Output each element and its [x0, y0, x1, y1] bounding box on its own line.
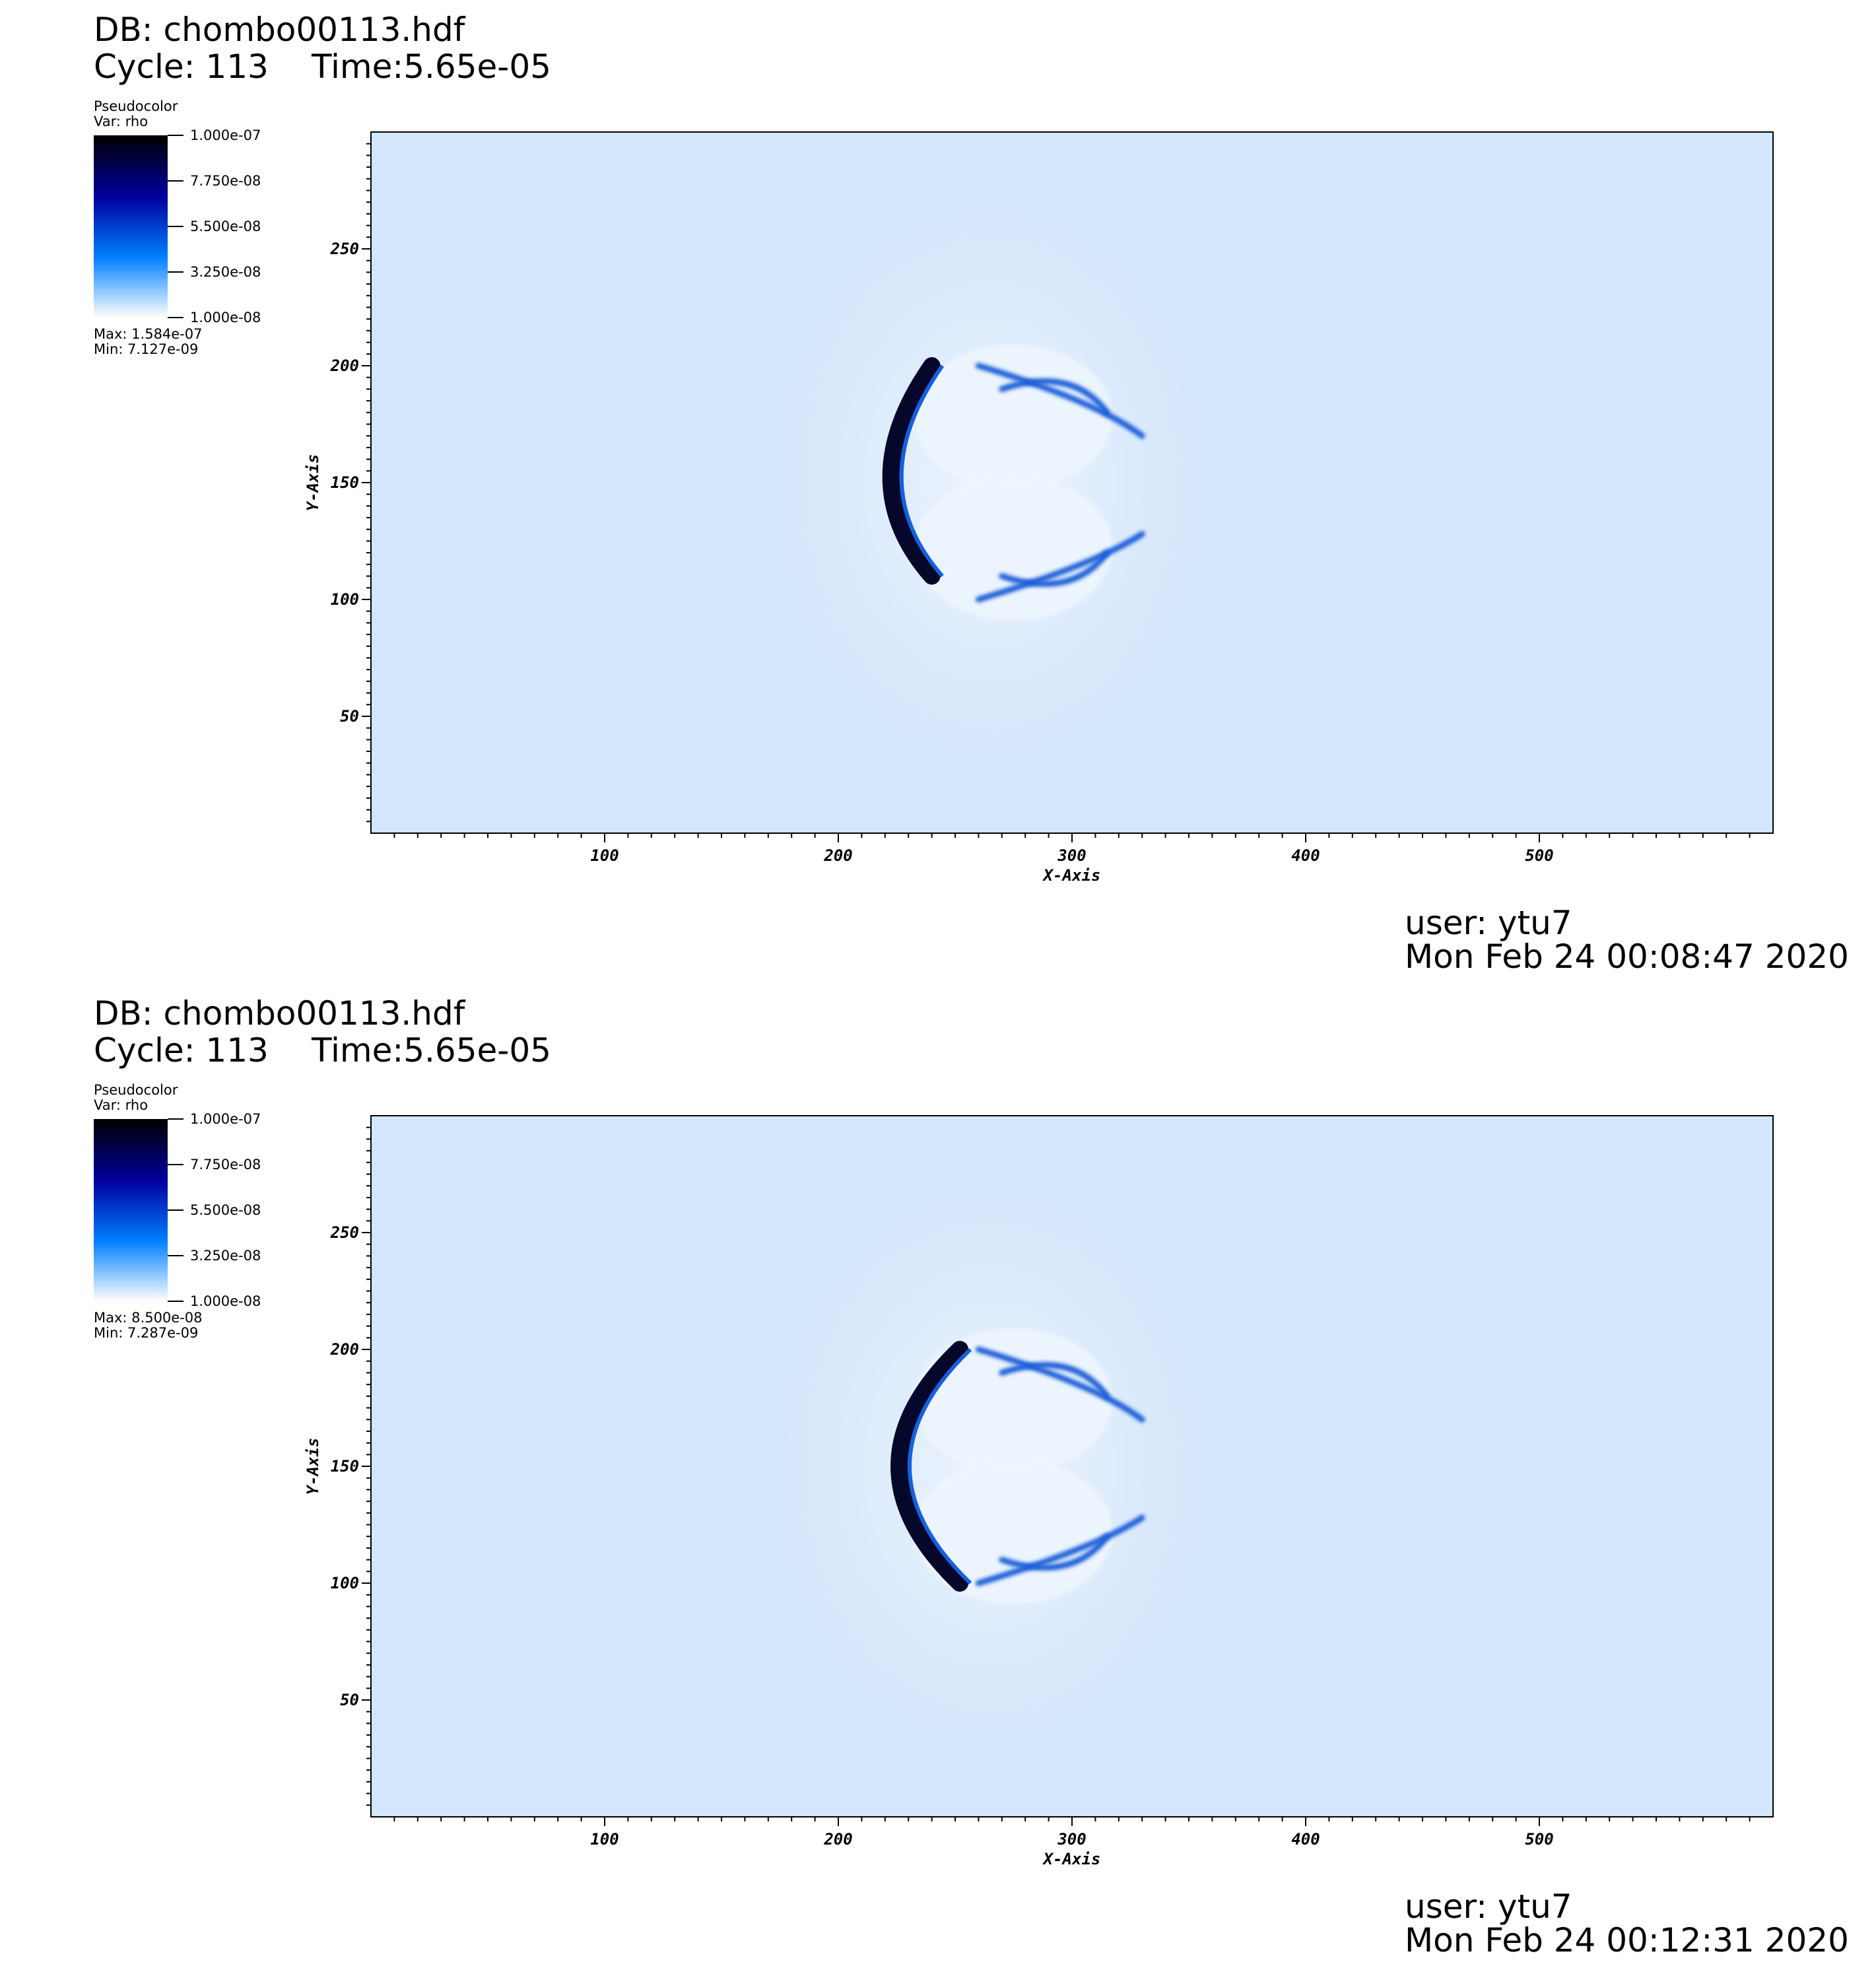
- y-tick-label: 150: [331, 473, 359, 492]
- date-label: Mon Feb 24 00:12:31 2020: [1405, 1921, 1849, 1959]
- y-tick-label: 50: [340, 1691, 359, 1709]
- x-tick-label: 300: [1057, 1830, 1086, 1849]
- colorbar-label: 3.250e-08: [190, 1248, 261, 1264]
- vortex-trail: [975, 362, 1145, 439]
- vortex-trail: [975, 1346, 1145, 1423]
- colorbar-label: 1.000e-08: [190, 310, 261, 325]
- legend-variable: Var: rho: [94, 114, 149, 129]
- cycle-label: Cycle: 113 Time:5.65e-05: [94, 1031, 551, 1070]
- y-tick-label: 150: [331, 1457, 359, 1476]
- x-tick-label: 200: [823, 1830, 852, 1849]
- y-axis-title: Y-Axis: [304, 1438, 322, 1495]
- shock-front-edge: [899, 364, 945, 578]
- x-tick-label: 100: [590, 846, 619, 865]
- x-axis-title: X-Axis: [1042, 1850, 1101, 1868]
- legend-variable: Var: rho: [94, 1097, 149, 1113]
- colorbar-label: 1.000e-07: [190, 127, 261, 143]
- x-tick-label: 200: [823, 846, 852, 865]
- pseudocolor-legend: Pseudocolor Var: rho 1.000e-07 7.750e-08…: [94, 1083, 292, 1347]
- heatmap-plot: 100 200 300 400 500 50 100 150 200 250 X-Axis Y-Axi…: [304, 131, 1774, 885]
- colorbar: [94, 135, 168, 318]
- colorbar-tick: [168, 317, 184, 318]
- legend-title: Pseudocolor: [94, 1082, 178, 1098]
- user-label: user: ytu7: [1405, 904, 1572, 942]
- colorbar-label: 1.000e-07: [190, 1111, 261, 1127]
- vortex-trail: [975, 531, 1145, 603]
- plot-area: 100 200 300 400 500 50 100 150 200 250 X-Axis Y-Axi…: [277, 1089, 1822, 1908]
- x-tick-label: 400: [1291, 846, 1320, 865]
- colorbar: [94, 1119, 168, 1301]
- vortex-trail: [999, 1362, 1110, 1400]
- colorbar-label: 1.000e-08: [190, 1293, 261, 1309]
- date-label: Mon Feb 24 00:08:47 2020: [1405, 937, 1849, 976]
- y-tick-label: 200: [330, 357, 359, 375]
- colorbar-tick: [168, 180, 184, 182]
- y-tick-label: 200: [330, 1340, 359, 1359]
- vortex-lower: [914, 475, 1113, 621]
- colorbar-label: 3.250e-08: [190, 264, 261, 280]
- colorbar-tick: [168, 1164, 184, 1165]
- colorbar-tick: [168, 135, 184, 136]
- cycle-label: Cycle: 113 Time:5.65e-05: [94, 48, 551, 86]
- legend-max: Max: 8.500e-08: [94, 1310, 203, 1326]
- colorbar-tick: [168, 1301, 184, 1302]
- plot-window-bottom: DB: chombo00113.hdf Cycle: 113 Time:5.65…: [0, 984, 1876, 1969]
- x-axis-title: X-Axis: [1042, 866, 1101, 885]
- legend-title: Pseudocolor: [94, 98, 178, 114]
- database-label: DB: chombo00113.hdf: [94, 11, 465, 49]
- legend-min: Min: 7.127e-09: [94, 341, 199, 357]
- x-tick-label: 300: [1057, 846, 1086, 865]
- x-tick-label: 500: [1525, 846, 1553, 865]
- cycle-text: Cycle: 113: [94, 1031, 269, 1070]
- time-label: Time:5.65e-05: [312, 1031, 551, 1070]
- vortex-lower: [914, 1459, 1113, 1605]
- density-feature: [779, 1189, 1202, 1744]
- colorbar-label: 7.750e-08: [190, 173, 261, 189]
- colorbar-tick: [168, 1118, 184, 1120]
- colorbar-label: 5.500e-08: [190, 219, 261, 234]
- x-tick-label: 100: [590, 1830, 619, 1849]
- vortex-trail: [999, 378, 1110, 416]
- time-label: Time:5.65e-05: [312, 48, 551, 86]
- y-tick-label: 100: [331, 590, 359, 609]
- colorbar-tick: [168, 226, 184, 227]
- colorbar-tick: [168, 271, 184, 273]
- cycle-text: Cycle: 113: [94, 48, 269, 86]
- density-feature: [779, 205, 1202, 760]
- x-tick-label: 400: [1291, 1830, 1320, 1849]
- y-axis-title: Y-Axis: [304, 454, 322, 512]
- vortex-trail: [999, 549, 1110, 587]
- colorbar-label: 7.750e-08: [190, 1157, 261, 1172]
- colorbar-tick: [168, 1255, 184, 1256]
- vortex-trail: [999, 1533, 1110, 1571]
- vortex-upper: [914, 1328, 1113, 1474]
- y-tick-label: 250: [330, 240, 359, 258]
- heatmap-plot: 100 200 300 400 500 50 100 150 200 250 X-Axis Y-Axi…: [304, 1115, 1774, 1868]
- shock-front-edge: [908, 1347, 972, 1585]
- plot-window-top: DB: chombo00113.hdf Cycle: 113 Time:5.65…: [94, 11, 1849, 976]
- pseudocolor-legend: Pseudocolor Var: rho 1.000e-07 7.750e-08…: [94, 99, 292, 363]
- vortex-trail: [975, 1514, 1145, 1586]
- colorbar-label: 5.500e-08: [190, 1202, 261, 1218]
- legend-min: Min: 7.287e-09: [94, 1325, 199, 1341]
- shock-front: [882, 357, 941, 585]
- plot-area: 100 200 300 400 500 50 100 150 200 250 X-Axis Y-Axi…: [277, 106, 1822, 924]
- shock-front: [890, 1341, 969, 1592]
- y-tick-label: 50: [340, 707, 359, 726]
- user-label: user: ytu7: [1405, 1887, 1572, 1926]
- y-tick-label: 250: [330, 1223, 359, 1242]
- y-tick-label: 100: [331, 1574, 359, 1592]
- colorbar-tick: [168, 1209, 184, 1211]
- vortex-upper: [914, 344, 1113, 490]
- x-tick-label: 500: [1525, 1830, 1553, 1849]
- legend-max: Max: 1.584e-07: [94, 326, 203, 342]
- database-label: DB: chombo00113.hdf: [94, 994, 465, 1033]
